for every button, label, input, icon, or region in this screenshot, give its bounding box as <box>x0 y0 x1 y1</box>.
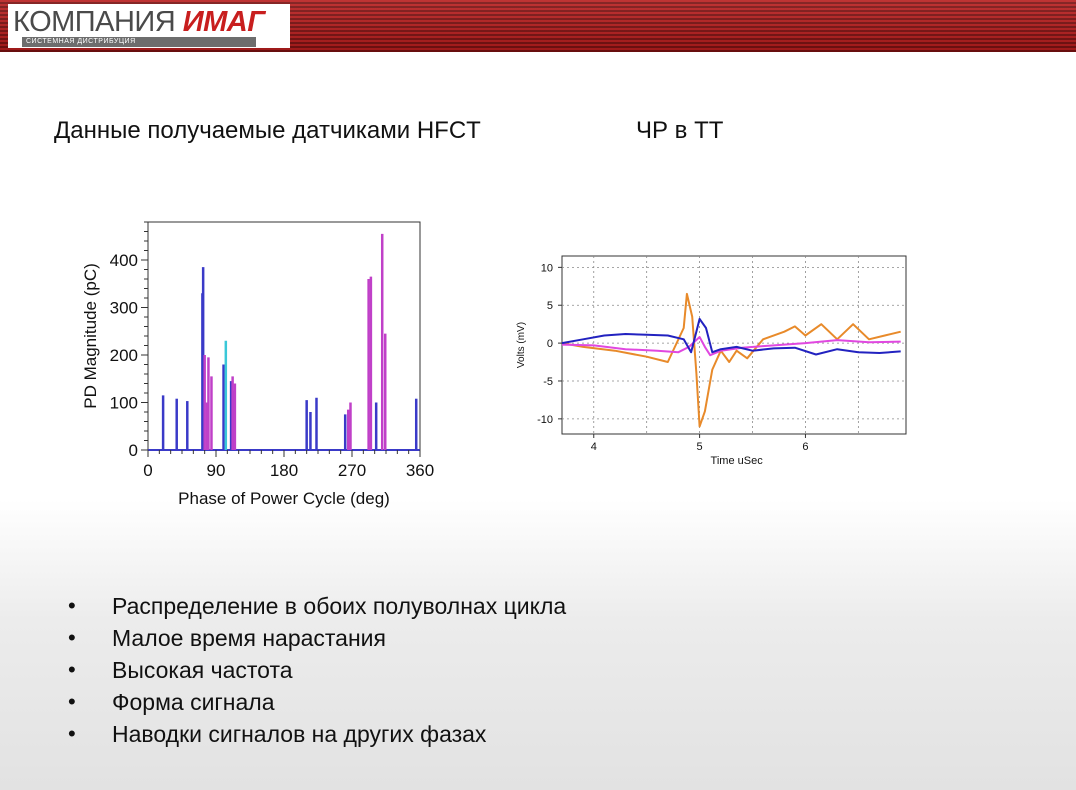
logo-word-company: КОМПАНИЯ <box>13 6 176 38</box>
x-tick-label: 0 <box>143 461 152 480</box>
pd-phase-chart: 0 100 200 300 400 0 90 180 270 360 Phase of Power … <box>72 214 452 529</box>
bullet-marker: • <box>68 689 76 714</box>
waveform-line <box>561 336 901 357</box>
bullet-item: • Наводки сигналов на других фазах <box>62 718 632 750</box>
y-tick-label: 0 <box>129 441 138 460</box>
y-tick-label: 10 <box>541 262 553 274</box>
right-heading: ЧР в ТТ <box>636 117 724 144</box>
bullet-item: • Малое время нарастания <box>62 622 632 654</box>
x-tick-label: 360 <box>406 461 434 480</box>
bullet-text: Форма сигнала <box>112 689 275 715</box>
y-tick-label: 300 <box>110 299 138 318</box>
x-tick-label: 180 <box>270 461 298 480</box>
logo-title: КОМПАНИЯ ИМАГ <box>13 7 265 37</box>
logo-subtitle: СИСТЕМНАЯ ДИСТРИБУЦИЯ <box>22 37 256 47</box>
x-tick-label: 270 <box>338 461 366 480</box>
y-tick-label: 0 <box>547 338 553 350</box>
y-tick-label: 400 <box>110 251 138 270</box>
bullet-item: • Распределение в обоих полуволнах цикла <box>62 590 632 622</box>
bullet-marker: • <box>68 625 76 650</box>
company-logo: КОМПАНИЯ ИМАГ СИСТЕМНАЯ ДИСТРИБУЦИЯ <box>8 4 290 48</box>
x-tick-label: 4 <box>591 441 597 453</box>
bullet-marker: • <box>68 593 76 618</box>
waveform-line <box>561 292 901 428</box>
y-axis-label: PD Magnitude (pC) <box>81 263 100 409</box>
y-tick-label: 200 <box>110 346 138 365</box>
bullet-marker: • <box>68 721 76 746</box>
plot-frame <box>561 255 907 435</box>
pd-waveform-chart: 10 5 0 -5 -10 4 5 6 Time uSec Volts (mV) <box>500 242 920 487</box>
y-tick-label: 5 <box>547 300 553 312</box>
y-tick-label: 100 <box>110 394 138 413</box>
x-tick-label: 5 <box>697 441 703 453</box>
bullet-text: Распределение в обоих полуволнах цикла <box>112 593 567 619</box>
x-axis-label: Time uSec <box>711 455 764 467</box>
bullet-text: Малое время нарастания <box>112 625 386 651</box>
bullet-text: Наводки сигналов на других фазах <box>112 721 487 747</box>
y-axis-label: Volts (mV) <box>516 322 527 368</box>
bullet-list: • Распределение в обоих полуволнах цикла … <box>62 590 632 750</box>
logo-word-brand: ИМАГ <box>182 6 265 38</box>
x-axis-label: Phase of Power Cycle (deg) <box>178 489 390 508</box>
left-heading: Данные получаемые датчиками HFCT <box>54 117 481 144</box>
bullet-text: Высокая частота <box>112 657 293 683</box>
bullet-item: • Форма сигнала <box>62 686 632 718</box>
y-tick-label: -5 <box>543 376 553 388</box>
bullet-marker: • <box>68 657 76 682</box>
pd-waveform-chart-svg: 10 5 0 -5 -10 4 5 6 Time uSec Volts (mV) <box>516 255 907 467</box>
pd-phase-chart-svg: 0 100 200 300 400 0 90 180 270 360 Phase of Power … <box>81 221 434 508</box>
x-tick-label: 90 <box>207 461 226 480</box>
bullet-item: • Высокая частота <box>62 654 632 686</box>
plot-frame <box>147 221 421 451</box>
y-tick-label: -10 <box>537 414 553 426</box>
waveform-line <box>561 317 901 356</box>
x-tick-label: 6 <box>802 441 808 453</box>
